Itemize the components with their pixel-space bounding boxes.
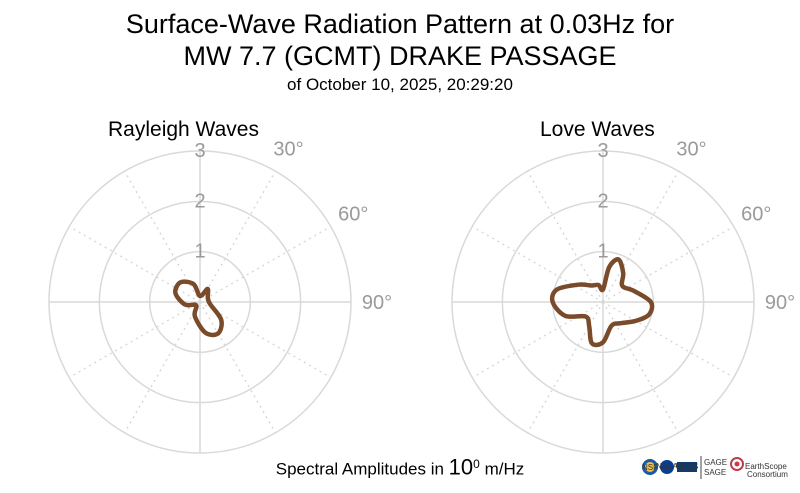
angle-tick-label: 60° [741,204,771,226]
chart-title-line1: Surface-Wave Radiation Pattern at 0.03Hz… [125,9,675,39]
angle-tick-label: 90° [765,292,795,314]
polar-spoke [123,301,201,434]
footer-prefix: Spectral Amplitudes in [275,459,449,479]
rayleigh-pattern-curve [173,279,224,338]
nsf-text: NSF [642,463,658,472]
radial-tick-label: 1 [194,241,205,263]
radial-tick-label: 2 [597,190,608,212]
sponsor-logos: NSF NASA USGS GAGE SAGE EarthScope Conso… [642,452,788,482]
polar-spoke [199,170,277,303]
polar-spoke [526,301,604,434]
usgs-logo: USGS [676,462,699,472]
gage-sage-logo: GAGE SAGE [704,458,727,477]
love-pattern-curve [549,257,655,348]
chart-title-line2: MW 7.7 (GCMT) DRAKE PASSAGE [183,41,617,71]
earthscope-logo: EarthScope Consortium [730,457,788,479]
nasa-text: NASA [656,462,678,471]
radial-tick-label: 3 [194,140,205,162]
footer-suffix: m/Hz [479,459,525,479]
polar-spoke [526,170,604,303]
polar-spoke [68,301,201,379]
polar-spoke [602,301,735,379]
polar-spoke [471,301,604,379]
footer-base: 10 [448,454,474,480]
consortium-text: Consortium [747,470,788,479]
angle-tick-label: 60° [338,204,368,226]
polar-ring [501,200,705,404]
chart-subtitle: of October 10, 2025, 20:29:20 [287,75,513,94]
polar-spoke [602,170,680,303]
amplitude-footer-label: Spectral Amplitudes in 100 m/Hz [0,452,800,482]
sage-text: SAGE [704,468,726,477]
radial-tick-label: 2 [194,190,205,212]
earthscope-text: EarthScope [745,462,787,471]
rayleigh-panel-title: Rayleigh Waves [108,118,259,141]
polar-spoke [471,225,604,303]
footer-exponent: 0 [473,457,480,471]
angle-tick-label: 30° [676,139,706,161]
polar-spoke [68,225,201,303]
polar-ring [98,200,302,404]
polar-ring [48,150,352,454]
polar-spoke [199,301,332,379]
angle-tick-label: 90° [362,292,392,314]
nsf-logo: NSF [642,459,658,475]
polar-ring [451,150,755,454]
radial-tick-label: 1 [597,241,608,263]
nasa-logo: NASA [656,460,679,474]
polar-ring [148,250,252,354]
angle-tick-label: 30° [273,139,303,161]
gage-text: GAGE [704,458,727,467]
logo-strip: NSF NASA USGS GAGE SAGE EarthScope Conso… [642,456,788,479]
polar-spoke [199,301,277,434]
love-panel-title: Love Waves [540,118,655,141]
usgs-text: USGS [676,462,699,471]
polar-spoke [199,225,332,303]
radial-tick-label: 3 [597,140,608,162]
